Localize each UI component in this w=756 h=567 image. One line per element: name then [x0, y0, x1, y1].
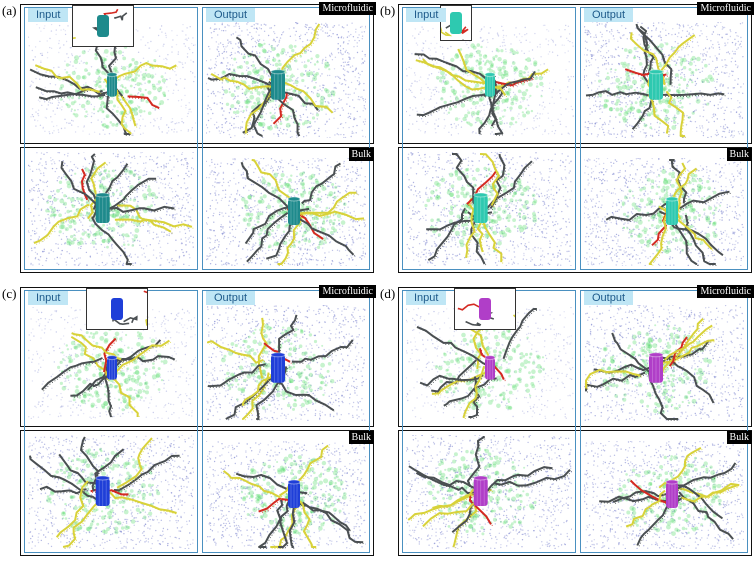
nanotube-closeup-inset [72, 5, 134, 47]
nanotube-closeup-inset [86, 288, 148, 330]
output-bulk-snapshot [584, 441, 744, 549]
input-microfluidic-snapshot [406, 24, 574, 136]
output-group-box [580, 7, 748, 270]
figure-quadrant: (c) Input Output Microfluidic Bulk [0, 283, 378, 566]
panel-letter: (d) [380, 286, 396, 301]
input-bulk-snapshot [406, 152, 572, 266]
figure-quadrant: (a) Input Output Microfluidic Bulk [0, 0, 378, 283]
output-microfluidic-snapshot [584, 22, 744, 138]
panel-letter: (b) [380, 3, 396, 18]
input-label: Input [406, 8, 447, 22]
panel-letter: (a) [2, 3, 17, 18]
figure-quadrant: (b) Input Output Microfluidic Bulk [378, 0, 756, 283]
output-group-box [580, 290, 748, 553]
output-microfluidic-snapshot [584, 305, 744, 421]
input-label: Input [406, 291, 447, 305]
output-label: Output [584, 8, 634, 22]
bulk-label: Bulk [348, 431, 374, 444]
output-microfluidic-snapshot [206, 305, 366, 421]
input-bulk-snapshot [406, 435, 572, 549]
output-bulk-snapshot [206, 441, 366, 549]
input-label: Input [28, 291, 69, 305]
input-group-box [402, 7, 576, 270]
output-label: Output [206, 291, 256, 305]
bulk-label: Bulk [726, 148, 752, 161]
microfluidic-label: Microfluidic [697, 285, 754, 298]
figure-quadrant: (d) Input Output Microfluidic Bulk [378, 283, 756, 566]
input-label: Input [28, 8, 69, 22]
output-label: Output [206, 8, 256, 22]
output-microfluidic-snapshot [206, 22, 366, 138]
input-bulk-snapshot [28, 435, 194, 549]
output-bulk-snapshot [206, 158, 366, 266]
microfluidic-label: Microfluidic [697, 2, 754, 15]
panel-letter: (c) [2, 286, 17, 301]
nanotube-closeup-inset [454, 288, 516, 330]
bulk-label: Bulk [726, 431, 752, 444]
output-label: Output [584, 291, 634, 305]
microfluidic-label: Microfluidic [319, 285, 376, 298]
output-group-box [202, 7, 370, 270]
input-bulk-snapshot [28, 152, 194, 266]
input-microfluidic-snapshot [28, 307, 196, 419]
output-bulk-snapshot [584, 158, 744, 266]
microfluidic-label: Microfluidic [319, 2, 376, 15]
output-group-box [202, 290, 370, 553]
bulk-label: Bulk [348, 148, 374, 161]
nanotube-closeup-inset [440, 5, 472, 41]
